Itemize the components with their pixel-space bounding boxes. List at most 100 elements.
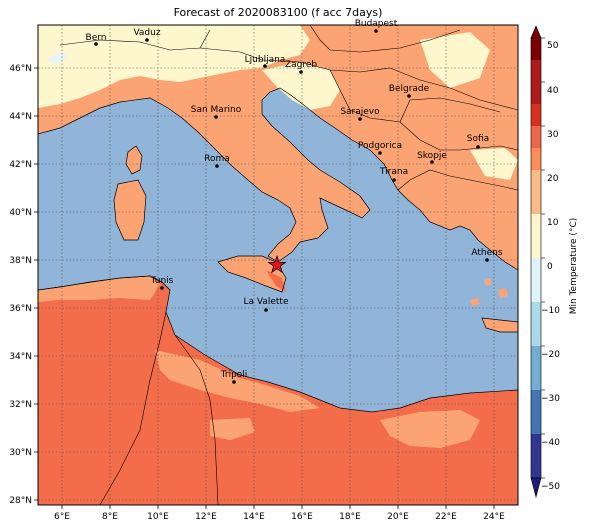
colorbar-segment [531, 170, 541, 214]
colorbar-segment [531, 434, 541, 478]
lat-label: 30°N [9, 448, 32, 458]
colorbar-tick: 10 [547, 218, 559, 228]
lon-label: 10°E [147, 512, 169, 522]
colorbar-tick: −50 [541, 482, 560, 492]
lake-geneva [46, 52, 68, 64]
city-label-tunis: Tunis [150, 276, 174, 286]
city-dot [264, 308, 268, 312]
aegean-island [484, 278, 492, 286]
colorbar-tick: 0 [547, 262, 553, 272]
city-dot [476, 145, 480, 149]
city-dot [392, 178, 396, 182]
europe-land [38, 25, 518, 270]
north-africa-warm-patch [210, 418, 255, 440]
city-dot [160, 286, 164, 290]
city-label-podgorica: Podgorica [358, 141, 402, 151]
lat-label: 32°N [9, 400, 32, 410]
sicily-land [218, 256, 286, 292]
lat-label: 34°N [9, 352, 32, 362]
lon-label: 24°E [483, 512, 505, 522]
city-label-roma: Roma [204, 154, 230, 164]
city-label-sofia: Sofia [467, 134, 489, 144]
city-dot [299, 70, 303, 74]
city-dot [378, 151, 382, 155]
colorbar-segment [531, 60, 541, 104]
lat-label: 40°N [9, 208, 32, 218]
location-star-icon [267, 254, 287, 274]
city-label-ljubljana: Ljubljana [245, 55, 286, 65]
colorbar-tick: 20 [547, 174, 559, 184]
city-dot [485, 258, 489, 262]
map-frame [37, 24, 519, 506]
colorbar-tick: 30 [547, 130, 559, 140]
city-dot [263, 64, 267, 68]
colorbar-segment [531, 258, 541, 302]
city-dot [94, 42, 98, 46]
city-dot [374, 29, 378, 33]
city-label-sarajevo: Sarajevo [340, 107, 380, 117]
sicily-hot-edge [266, 270, 286, 292]
city-dot [358, 117, 362, 121]
colorbar-bottom-arrow [530, 477, 542, 499]
city-label-skopje: Skopje [417, 151, 447, 161]
city-label-budapest: Budapest [355, 19, 398, 29]
colorbar-segment [531, 126, 541, 148]
city-label-tirana: Tirana [379, 167, 408, 177]
lon-label: 22°E [435, 512, 457, 522]
lat-label: 36°N [9, 304, 32, 314]
hungary-cool-region [420, 32, 490, 88]
colorbar-top-arrow [530, 25, 542, 39]
colorbar-segment [531, 390, 541, 434]
north-africa-warm-patch [38, 276, 160, 302]
north-africa-warm-patch [380, 410, 480, 448]
city-label-san-marino: San Marino [191, 105, 242, 115]
lon-label: 14°E [243, 512, 265, 522]
city-label-zagreb: Zagreb [285, 60, 317, 70]
tick-marks [34, 67, 495, 509]
lat-label: 38°N [9, 256, 32, 266]
colorbar: 50 40 30 20 10 0 −10 −20 −30 −40 −50 Min… [530, 25, 579, 499]
crete-land [482, 318, 518, 332]
colorbar-segment [531, 302, 541, 346]
lon-label: 8°E [102, 512, 118, 522]
city-label-athens: Athens [471, 248, 502, 258]
city-label-bern: Bern [86, 33, 107, 43]
longitude-labels: 6°E 8°E 10°E 12°E 14°E 16°E 18°E 20°E 22… [54, 512, 505, 522]
city-label-la-valette: La Valette [244, 297, 289, 307]
colorbar-tick: −10 [541, 306, 560, 316]
colorbar-tick: 50 [547, 41, 559, 51]
colorbar-tick: −30 [541, 394, 560, 404]
coastlines [38, 87, 518, 413]
latitude-labels: 46°N 44°N 42°N 40°N 38°N 36°N 34°N 32°N … [9, 64, 32, 506]
north-africa-warm-patch [155, 350, 320, 412]
city-label-tripoli: Tripoli [220, 370, 248, 380]
lon-label: 16°E [291, 512, 313, 522]
city-dot [430, 160, 434, 164]
city-label-belgrade: Belgrade [389, 84, 430, 94]
lon-label: 18°E [339, 512, 361, 522]
colorbar-tick: 40 [547, 86, 559, 96]
colorbar-segment [531, 104, 541, 126]
city-dot [145, 38, 149, 42]
colorbar-tick: −40 [541, 438, 560, 448]
aegean-island [470, 298, 480, 306]
city-dot [407, 94, 411, 98]
lat-label: 28°N [9, 496, 32, 506]
sardinia-land [114, 180, 146, 240]
colorbar-segment [531, 346, 541, 390]
map-title: Forecast of 2020083100 (f acc 7days) [173, 6, 383, 19]
aegean-island [498, 288, 508, 298]
city-label-vaduz: Vaduz [133, 28, 160, 38]
grid-lines [38, 25, 518, 505]
balkan-cool-region [262, 62, 340, 110]
colorbar-axis-label: Min Temperature (°C) [569, 218, 579, 315]
lat-label: 46°N [9, 64, 32, 74]
lat-label: 44°N [9, 112, 32, 122]
lon-label: 20°E [387, 512, 409, 522]
city-markers: Bern Vaduz Budapest Ljubljana Zagreb Bel… [86, 19, 503, 384]
lon-label: 6°E [54, 512, 70, 522]
city-dot [214, 115, 218, 119]
corsica-land [126, 146, 142, 174]
city-dot [215, 164, 219, 168]
